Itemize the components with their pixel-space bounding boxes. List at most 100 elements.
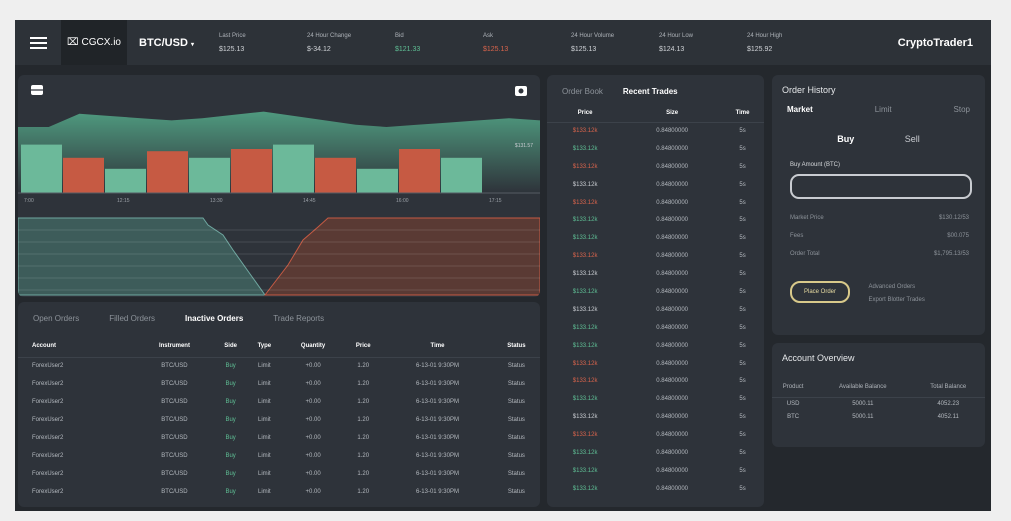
table-row[interactable]: ForexUser2 BTC/USD Buy Limit +0.00 1.20 6-13-0… [18, 393, 540, 411]
table-cell: Limit [258, 399, 271, 405]
table-cell: ForexUser2 [32, 453, 64, 459]
table-cell: 6-13-01 9:30PM [415, 453, 459, 459]
table-cell: Limit [258, 471, 271, 477]
table-cell: 0.84800000 [656, 324, 688, 331]
table-cell: $133.12k [572, 378, 598, 385]
table-cell: 1.20 [357, 453, 370, 459]
fees-value: $00.075 [947, 233, 969, 239]
buy-toggle[interactable]: Buy [837, 134, 855, 144]
tab-stop[interactable]: Stop [953, 105, 970, 114]
table-cell: $133.12k [572, 432, 598, 439]
table-cell: 0.84800000 [656, 485, 688, 492]
trade-row: $133.12k 0.84800000 5s [547, 390, 764, 408]
trade-row: $133.12k 0.84800000 5s [547, 158, 764, 176]
table-cell: $133.12k [572, 145, 598, 152]
table-cell: Status [507, 381, 525, 387]
account-overview-panel: Account Overview Product Available Balanc… [772, 343, 985, 447]
table-row[interactable]: ForexUser2 BTC/USD Buy Limit +0.00 1.20 6-13-0… [18, 465, 540, 483]
table-cell: BTC/USD [161, 453, 188, 459]
user-menu[interactable]: CryptoTrader1 [897, 36, 973, 49]
trade-row: $133.12k 0.84800000 5s [547, 140, 764, 158]
table-cell: ForexUser2 [32, 435, 64, 441]
table-cell: ForexUser2 [32, 417, 64, 423]
sell-toggle[interactable]: Sell [904, 134, 920, 144]
table-cell: 6-13-01 9:30PM [415, 399, 459, 405]
ticker-stat: Ask $125.13 [483, 33, 571, 53]
app: ⌧ CGCX.io BTC/USD ▾ Last Price $125.13 24 H… [15, 20, 991, 511]
top-bar: ⌧ CGCX.io BTC/USD ▾ Last Price $125.13 24 H… [15, 20, 991, 65]
table-row[interactable]: ForexUser2 BTC/USD Buy Limit +0.00 1.20 6-13-0… [18, 375, 540, 393]
table-row[interactable]: ForexUser2 BTC/USD Buy Limit +0.00 1.20 6-13-0… [18, 483, 540, 501]
x-tick-label: 14:45 [303, 198, 316, 204]
table-cell: Limit [258, 453, 271, 459]
column-header: Price [344, 335, 383, 358]
logo[interactable]: ⌧ CGCX.io [61, 20, 127, 65]
table-row[interactable]: ForexUser2 BTC/USD Buy Limit +0.00 1.20 6-13-0… [18, 357, 540, 375]
table-cell: 6-13-01 9:30PM [415, 381, 459, 387]
table-cell: 5s [739, 306, 746, 313]
volume-bar [63, 157, 104, 193]
table-cell: 5s [739, 145, 746, 152]
table-cell: 1.20 [357, 399, 370, 405]
tab-open-orders[interactable]: Open Orders [33, 314, 80, 323]
price-chart[interactable]: $131.57 7:00 12:15 13:30 14:45 16:00 17:15 [18, 75, 540, 297]
x-tick-label: 17:15 [489, 198, 502, 204]
table-cell: BTC/USD [161, 489, 188, 495]
table-cell: $133.12k [572, 324, 598, 331]
table-cell: Buy [225, 435, 236, 441]
trade-row: $133.12k 0.84800000 5s [547, 194, 764, 212]
table-cell: 5s [739, 163, 746, 170]
volume-bar [189, 157, 230, 193]
orders-panel: Open Orders Filled Orders Inactive Orders T… [18, 302, 540, 507]
table-cell: 1.20 [357, 435, 370, 441]
trade-row: $133.12k 0.84800000 5s [547, 229, 764, 247]
table-row[interactable]: ForexUser2 BTC/USD Buy Limit +0.00 1.20 6-13-0… [18, 411, 540, 429]
stat-label: Last Price [219, 32, 246, 39]
x-tick-label: 13:30 [210, 198, 223, 204]
ticker-stat: 24 Hour Low $124.13 [659, 33, 747, 53]
tab-order-book[interactable]: Order Book [562, 87, 603, 96]
trade-row: $133.12k 0.84800000 5s [547, 426, 764, 444]
book-tabs: Order Book Recent Trades [547, 75, 764, 96]
table-cell: 0.84800000 [656, 253, 688, 260]
column-header: Total Balance [911, 377, 985, 398]
table-cell: 5s [739, 342, 746, 349]
pair-selector[interactable]: BTC/USD ▾ [139, 37, 219, 49]
advanced-orders-link[interactable]: Advanced Orders [868, 284, 916, 290]
stat-label: 24 Hour Low [659, 32, 694, 39]
tab-recent-trades[interactable]: Recent Trades [622, 87, 678, 96]
tab-filled-orders[interactable]: Filled Orders [109, 314, 156, 323]
trade-row: $133.12k 0.84800000 5s [547, 247, 764, 265]
table-cell: Limit [258, 381, 271, 387]
table-cell: 0.84800000 [656, 145, 688, 152]
tab-trade-reports[interactable]: Trade Reports [273, 314, 325, 323]
stat-label: Ask [483, 32, 494, 39]
menu-icon[interactable] [15, 41, 61, 44]
table-cell: Buy [225, 381, 236, 387]
column-header: Product [772, 377, 815, 398]
table-cell: BTC/USD [161, 381, 188, 387]
trade-row: $133.12k 0.84800000 5s [547, 480, 764, 498]
balance-row: USD 5000.11 4052.23 [772, 397, 985, 410]
amount-input[interactable] [790, 174, 972, 199]
table-row[interactable]: ForexUser2 BTC/USD Buy Limit +0.00 1.20 6-13-0… [18, 429, 540, 447]
tab-inactive-orders[interactable]: Inactive Orders [185, 314, 244, 323]
trade-row: $133.12k 0.84800000 5s [547, 337, 764, 355]
x-tick-label: 12:15 [117, 198, 130, 204]
table-cell: ForexUser2 [32, 399, 64, 405]
ticker-stat: 24 Hour High $125.92 [747, 33, 835, 53]
table-cell: Buy [225, 471, 236, 477]
table-cell: 6-13-01 9:30PM [415, 471, 459, 477]
table-cell: 0.84800000 [656, 360, 688, 367]
ticker-stat: 24 Hour Volume $125.13 [571, 33, 659, 53]
place-order-button[interactable]: Place Order [790, 281, 851, 303]
export-trades-link[interactable]: Export Blotter Trades [868, 297, 925, 303]
table-row[interactable]: ForexUser2 BTC/USD Buy Limit +0.00 1.20 6-13-0… [18, 447, 540, 465]
tab-limit[interactable]: Limit [874, 105, 892, 114]
table-cell: $133.12k [572, 467, 598, 474]
table-cell: ForexUser2 [32, 471, 64, 477]
table-cell: BTC/USD [161, 435, 188, 441]
table-cell: +0.00 [305, 399, 321, 405]
tab-market[interactable]: Market [787, 105, 813, 114]
table-cell: 5000.11 [852, 400, 874, 407]
